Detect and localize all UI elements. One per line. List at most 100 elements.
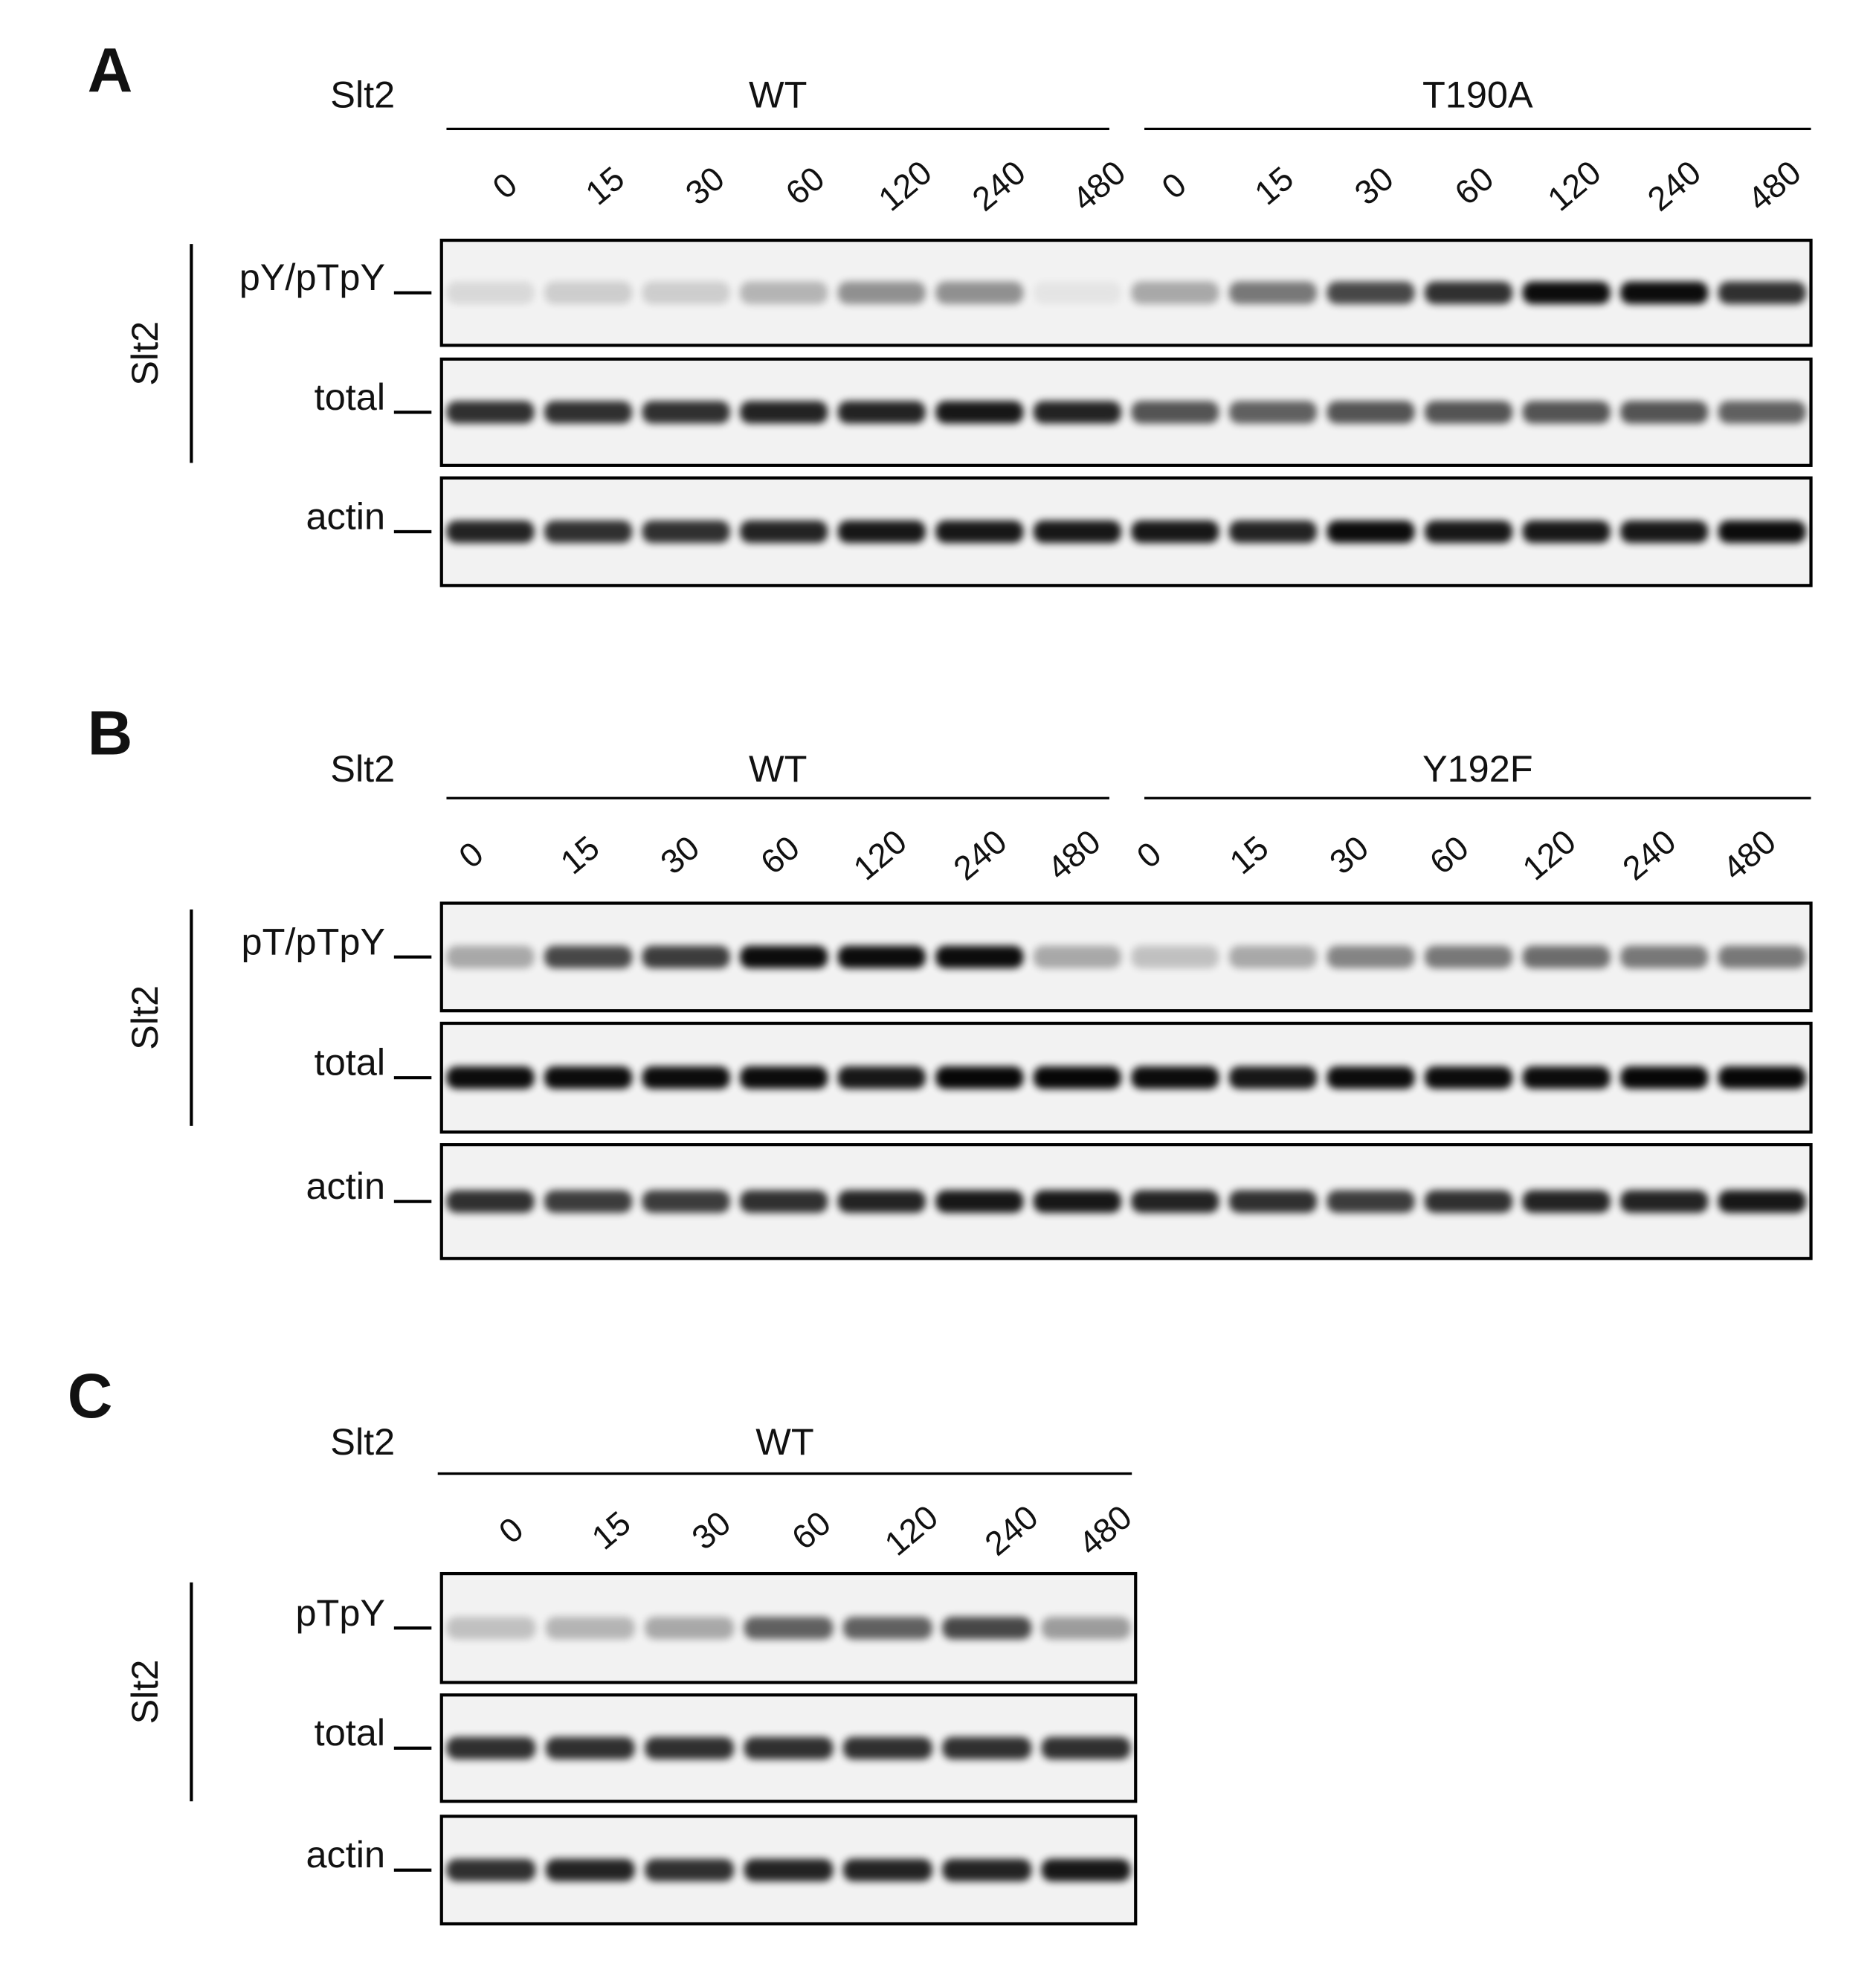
band <box>446 1190 535 1213</box>
band <box>740 401 828 424</box>
band <box>1620 1066 1709 1089</box>
band <box>740 520 828 544</box>
band <box>642 1190 730 1213</box>
band <box>1327 401 1415 424</box>
band <box>837 1066 926 1089</box>
band <box>1033 1066 1121 1089</box>
panel-letter: B <box>88 698 133 768</box>
band <box>837 945 926 968</box>
row-label: total <box>315 1041 385 1084</box>
band <box>1327 1190 1415 1213</box>
panel-letter: C <box>68 1361 113 1431</box>
band <box>544 1190 633 1213</box>
row-label: pTpY <box>295 1591 385 1634</box>
band <box>744 1858 834 1881</box>
band <box>1522 945 1611 968</box>
band <box>642 1066 730 1089</box>
band <box>740 945 828 968</box>
row-label: actin <box>306 495 385 537</box>
band <box>842 1858 932 1881</box>
band <box>935 520 1024 544</box>
band <box>1041 1858 1131 1881</box>
band <box>942 1736 1032 1759</box>
band <box>1425 401 1513 424</box>
band <box>645 1858 735 1881</box>
band <box>1228 281 1318 304</box>
band <box>1425 1190 1513 1213</box>
band <box>1327 520 1415 544</box>
band <box>645 1617 735 1640</box>
band <box>545 1617 635 1640</box>
band <box>1033 401 1121 424</box>
group-label: T190A <box>1422 74 1533 116</box>
band <box>942 1617 1032 1640</box>
band <box>1425 281 1513 304</box>
band <box>446 401 535 424</box>
band <box>544 401 633 424</box>
band <box>837 1190 926 1213</box>
band <box>642 520 730 544</box>
band <box>837 401 926 424</box>
band <box>1718 401 1806 424</box>
band <box>744 1617 834 1640</box>
band <box>842 1617 932 1640</box>
band <box>935 945 1024 968</box>
band <box>1131 520 1219 544</box>
group-label: WT <box>749 74 807 116</box>
band <box>740 1190 828 1213</box>
side-label: Slt2 <box>123 1660 166 1725</box>
band <box>446 520 535 544</box>
band <box>1718 281 1806 304</box>
band <box>642 401 730 424</box>
band <box>1718 945 1806 968</box>
band <box>935 1190 1024 1213</box>
band <box>1522 281 1611 304</box>
band <box>1131 1066 1219 1089</box>
band <box>1522 520 1611 544</box>
band <box>1718 1190 1806 1213</box>
band <box>842 1736 932 1759</box>
band <box>446 1736 536 1759</box>
band <box>1522 1190 1611 1213</box>
band <box>1522 401 1611 424</box>
band <box>1131 1190 1219 1213</box>
band <box>1228 945 1318 968</box>
row-label: total <box>315 1711 385 1754</box>
band <box>544 520 633 544</box>
band <box>1228 1190 1318 1213</box>
group-label: WT <box>755 1420 813 1463</box>
band <box>1131 945 1219 968</box>
band <box>1425 1066 1513 1089</box>
band <box>1033 520 1121 544</box>
band <box>1228 520 1318 544</box>
band <box>1620 1190 1709 1213</box>
band <box>1718 520 1806 544</box>
strain-label: Slt2 <box>330 747 395 790</box>
band <box>446 281 535 304</box>
band <box>1327 281 1415 304</box>
band <box>1033 1190 1121 1213</box>
band <box>446 1066 535 1089</box>
band <box>1327 1066 1415 1089</box>
band <box>642 945 730 968</box>
group-label: WT <box>749 747 807 790</box>
band <box>740 281 828 304</box>
band <box>1620 281 1709 304</box>
band <box>1228 401 1318 424</box>
band <box>1041 1736 1131 1759</box>
band <box>544 945 633 968</box>
band <box>837 520 926 544</box>
row-label: total <box>315 376 385 418</box>
band <box>645 1736 735 1759</box>
band <box>1131 281 1219 304</box>
band <box>1718 1066 1806 1089</box>
band <box>642 281 730 304</box>
band <box>545 1858 635 1881</box>
band <box>1327 945 1415 968</box>
band <box>1033 281 1121 304</box>
band <box>544 1066 633 1089</box>
band <box>545 1736 635 1759</box>
band <box>935 281 1024 304</box>
